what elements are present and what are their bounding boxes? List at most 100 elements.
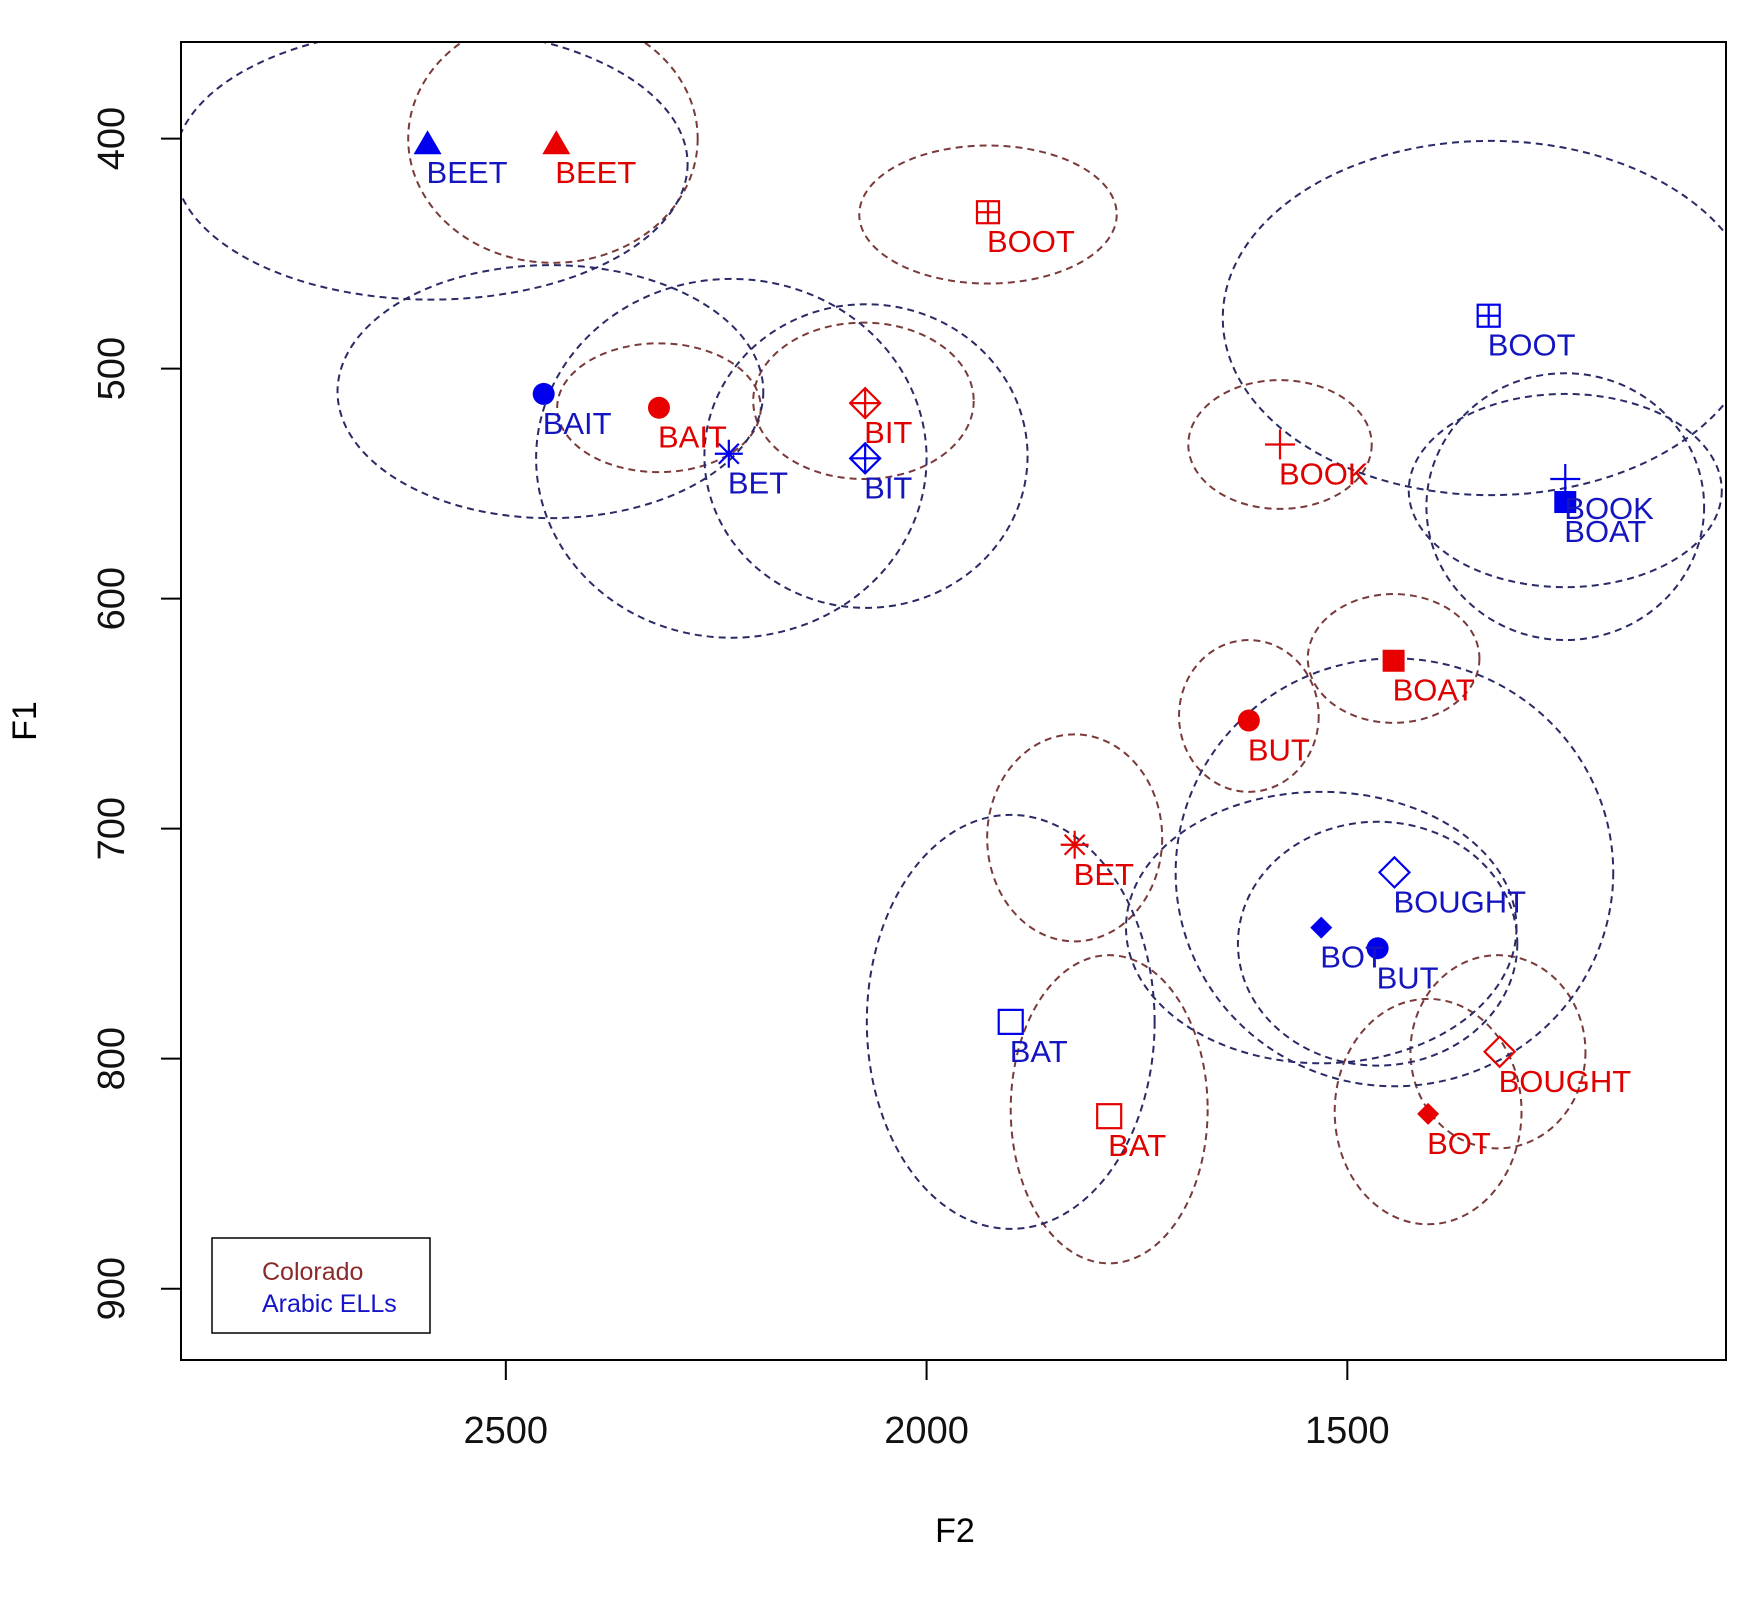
x-tick-label-1500: 1500 [1305,1410,1390,1452]
open-diamond-marker [1377,855,1412,889]
legend-entry-colorado: Colorado [262,1258,363,1286]
arabic-marker-bought [1377,855,1412,889]
boxplus-marker-cross [1477,304,1500,327]
triangle-marker [542,130,571,155]
x-tick-label-2500: 2500 [464,1410,549,1452]
arabic-marker-beet [413,130,442,155]
y-tick-label-600: 600 [91,567,133,630]
legend: Colorado Arabic ELLs [211,1237,431,1334]
open-diamond-marker [1483,1035,1517,1069]
colorado-marker-bought [1483,1035,1517,1069]
colorado-point-label-bot: BOT [1427,1126,1491,1161]
arabic-point-label-boot: BOOT [1488,328,1576,363]
arabic-ellipse-bet [535,277,928,639]
marker-layer [413,130,1581,1130]
arabic-ellipse-bat [865,813,1156,1230]
legend-box [211,1237,431,1334]
open-square-marker [1096,1103,1123,1130]
asterisk-marker [1060,830,1089,859]
colorado-ellipse-beet [407,42,699,264]
arabic-ellipse-but [1236,820,1519,1067]
colorado-marker-but [1237,709,1260,732]
colorado-ellipse-bit [752,321,975,481]
arabic-point-label-bat: BAT [1010,1034,1068,1069]
arabic-marker-book [1550,464,1581,495]
diamondplus-marker-cross [850,443,881,474]
arabic-marker-but [1366,937,1389,960]
colorado-ellipse-but [1178,639,1320,793]
colorado-point-label-beet: BEET [555,155,636,190]
colorado-marker-bet [1060,830,1089,859]
arabic-point-label-bet: BET [728,466,788,501]
colorado-marker-boat [1382,649,1405,672]
triangle-marker [413,130,442,155]
colorado-marker-bat [1096,1103,1123,1130]
y-tick-label-900: 900 [91,1257,133,1320]
colorado-point-label-but: BUT [1248,733,1310,768]
arabic-point-label-boat: BOAT [1564,514,1646,549]
open-square-marker [997,1008,1024,1035]
x-axis-label: F2 [935,1512,975,1550]
plus-marker [1265,429,1295,460]
circle-marker [1366,937,1389,960]
arabic-point-label-beet: BEET [427,155,508,190]
colorado-marker-beet [542,130,571,155]
colorado-marker-book [1265,429,1295,460]
diamond-marker [1310,916,1333,939]
arabic-marker-boat [1554,491,1577,514]
asterisk-marker [714,439,743,468]
arabic-marker-bat [997,1008,1024,1035]
arabic-point-label-bot: BOT [1320,940,1384,975]
arabic-ellipse-boot [1221,139,1726,497]
colorado-marker-boot [975,200,1001,225]
boxplus-marker-cross [977,201,1000,224]
colorado-point-label-bait: BAIT [658,420,727,455]
colorado-point-label-boot: BOOT [987,224,1075,259]
y-tick-label-700: 700 [91,797,133,860]
colorado-point-label-bat: BAT [1108,1128,1166,1163]
arabic-ellipse-bit [703,303,1029,609]
ellipse-layer [181,42,1726,1265]
circle-marker [532,382,555,405]
y-tick-label-400: 400 [91,107,133,170]
colorado-point-label-bought: BOUGHT [1499,1064,1632,1099]
colorado-point-label-book: BOOK [1279,457,1369,492]
arabic-marker-bait [532,382,555,405]
arabic-marker-bot [1310,916,1333,939]
arabic-ellipse-book [1407,392,1723,589]
colorado-ellipse-boat [1306,593,1481,724]
arabic-marker-bit [848,441,882,475]
axis-layer: 2500 2000 1500 400 500 600 700 800 900 [91,107,1390,1452]
y-tick-label-500: 500 [91,337,133,400]
colorado-ellipse-bat [1009,954,1209,1265]
arabic-marker-boot [1476,303,1501,328]
plot-frame [180,41,1727,1361]
arabic-point-label-book: BOOK [1564,491,1654,526]
arabic-ellipse-boat [1425,372,1706,642]
colorado-marker-bit [848,386,882,420]
colorado-point-label-boat: BOAT [1393,673,1475,708]
arabic-ellipse-bait [336,264,765,520]
colorado-ellipse-bought [1409,954,1587,1150]
plus-marker [1550,464,1581,495]
colorado-marker-bot [1417,1102,1440,1125]
y-axis-label: F1 [6,701,44,741]
y-tick-label-800: 800 [91,1027,133,1090]
arabic-point-label-bought: BOUGHT [1393,884,1526,919]
circle-marker [647,396,670,419]
colorado-marker-bait [647,396,670,419]
arabic-point-label-but: BUT [1377,960,1439,995]
colorado-point-label-bet: BET [1074,857,1134,892]
circle-marker [1237,709,1260,732]
arabic-ellipse-beet [181,42,689,301]
arabic-point-label-bait: BAIT [543,406,612,441]
square-marker [1382,649,1405,672]
colorado-ellipse-book [1187,379,1373,510]
arabic-ellipse-bought [1174,657,1615,1088]
colorado-ellipse-bet [986,733,1164,943]
colorado-ellipse-boot [858,144,1118,285]
colorado-ellipse-bot [1333,997,1523,1226]
